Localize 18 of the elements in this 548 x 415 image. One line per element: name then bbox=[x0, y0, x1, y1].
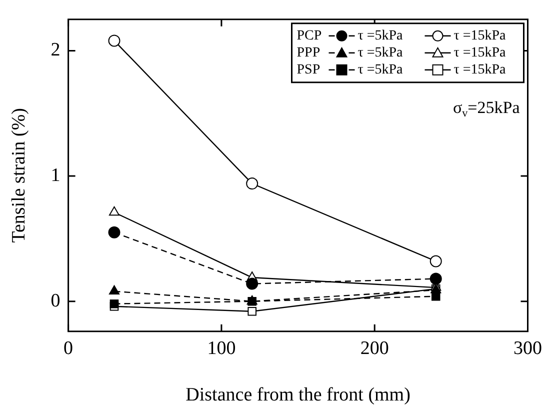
x-tick-label: 100 bbox=[207, 338, 236, 359]
annotation: PCP bbox=[296, 28, 322, 44]
legend-label: τ =15kPa bbox=[454, 62, 507, 78]
y-tick-label: 0 bbox=[50, 290, 60, 312]
y-tick-label: 1 bbox=[50, 165, 60, 186]
x-axis-title: Distance from the front (mm) bbox=[186, 384, 410, 406]
y-axis-title: Tensile strain (%) bbox=[8, 108, 30, 243]
legend-label: τ =5kPa bbox=[358, 28, 404, 44]
annotation: PPP bbox=[296, 46, 320, 61]
legend-label: τ =5kPa bbox=[358, 62, 404, 78]
legend-label: τ =15kPa bbox=[454, 46, 507, 61]
x-tick-label: 300 bbox=[514, 338, 542, 359]
legend-label: τ =5kPa bbox=[358, 46, 404, 61]
x-tick-label: 0 bbox=[64, 338, 74, 359]
x-tick-label: 200 bbox=[360, 338, 389, 359]
y-tick-label: 2 bbox=[50, 40, 60, 61]
legend-label: τ =15kPa bbox=[454, 28, 507, 44]
annotation: PSP bbox=[296, 62, 320, 78]
